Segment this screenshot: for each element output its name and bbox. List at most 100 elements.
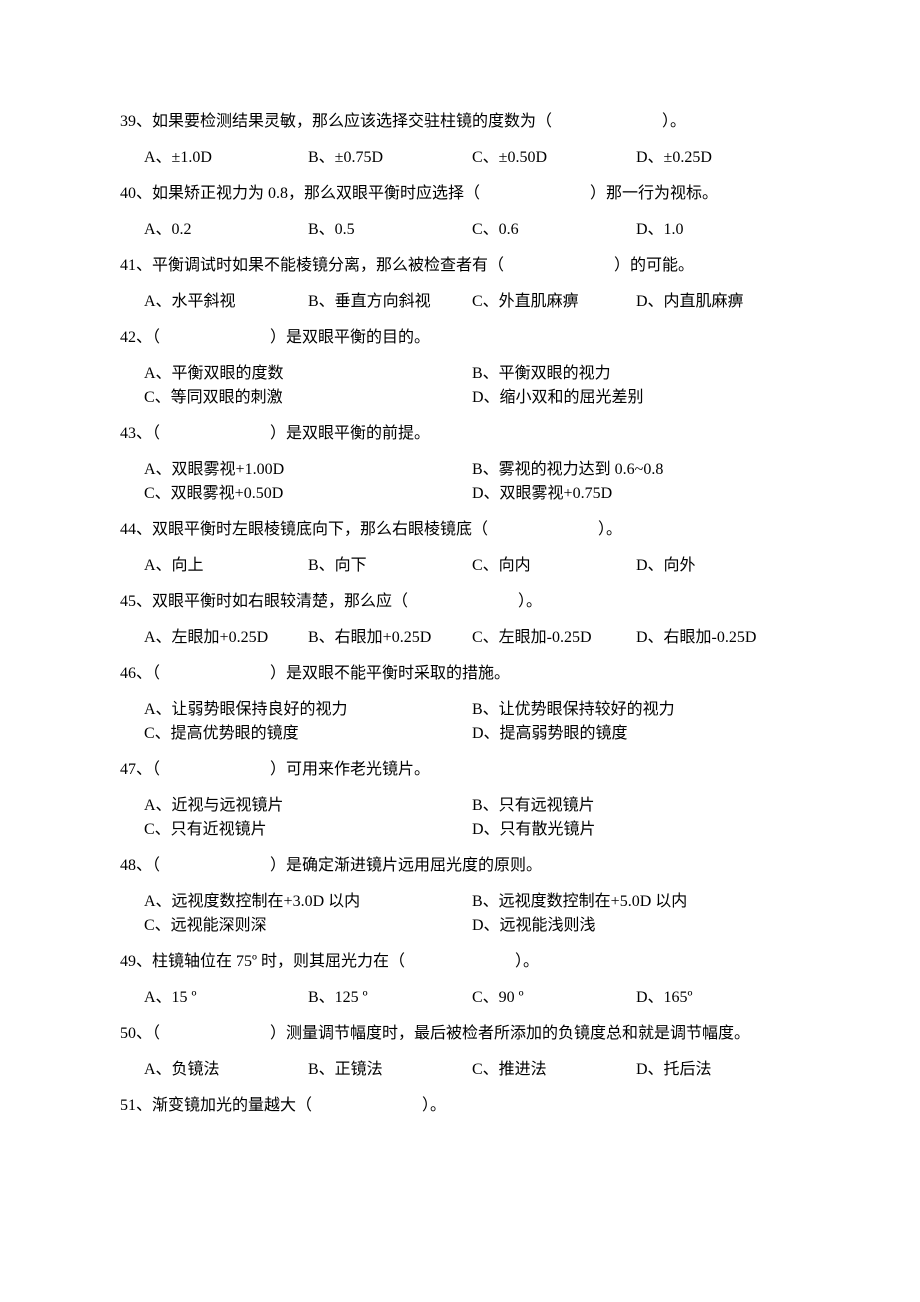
question-number: 47 bbox=[120, 761, 136, 778]
option: C、推进法 bbox=[472, 1058, 636, 1082]
option: D、缩小双和的屈光差别 bbox=[472, 386, 800, 410]
question-body: 、（ bbox=[136, 761, 160, 778]
option: A、让弱势眼保持良好的视力 bbox=[144, 698, 472, 722]
question: 47、（ ）可用来作老光镜片。 A、近视与远视镜片B、只有远视镜片C、只有近视镜片… bbox=[120, 758, 800, 842]
question-number: 46 bbox=[120, 665, 136, 682]
option: A、15 º bbox=[144, 986, 308, 1010]
question-body: 、（ bbox=[136, 857, 160, 874]
option: A、水平斜视 bbox=[144, 290, 308, 314]
question-number: 48 bbox=[120, 857, 136, 874]
question-text: 40、如果矫正视力为 0.8，那么双眼平衡时应选择（ ）那一行为视标。 bbox=[120, 182, 800, 206]
answer-blank bbox=[160, 326, 270, 350]
option: B、平衡双眼的视力 bbox=[472, 362, 800, 386]
question-number: 40 bbox=[120, 185, 136, 202]
question-tail: ）是确定渐进镜片远用屈光度的原则。 bbox=[270, 857, 542, 874]
option: A、0.2 bbox=[144, 218, 308, 242]
question-text: 45、双眼平衡时如右眼较清楚，那么应（ ）。 bbox=[120, 590, 800, 614]
option: B、正镜法 bbox=[308, 1058, 472, 1082]
question-body: 、柱镜轴位在 75º 时，则其屈光力在（ bbox=[136, 953, 405, 970]
option: C、等同双眼的刺激 bbox=[144, 386, 472, 410]
answer-blank bbox=[312, 1094, 422, 1118]
option: B、向下 bbox=[308, 554, 472, 578]
option: D、提高弱势眼的镜度 bbox=[472, 722, 800, 746]
option: B、远视度数控制在+5.0D 以内 bbox=[472, 890, 800, 914]
question-text: 46、（ ）是双眼不能平衡时采取的措施。 bbox=[120, 662, 800, 686]
options-row: A、水平斜视B、垂直方向斜视C、外直肌麻痹D、内直肌麻痹 bbox=[120, 290, 800, 314]
question-text: 43、（ ）是双眼平衡的前提。 bbox=[120, 422, 800, 446]
question-body: 、（ bbox=[136, 1025, 160, 1042]
answer-blank bbox=[160, 662, 270, 686]
question-text: 51、渐变镜加光的量越大（ ）。 bbox=[120, 1094, 800, 1118]
option: C、双眼雾视+0.50D bbox=[144, 482, 472, 506]
option: C、90 º bbox=[472, 986, 636, 1010]
option: A、左眼加+0.25D bbox=[144, 626, 308, 650]
option: D、向外 bbox=[636, 554, 800, 578]
option: B、125 º bbox=[308, 986, 472, 1010]
question-number: 49 bbox=[120, 953, 136, 970]
option: C、±0.50D bbox=[472, 146, 636, 170]
option: D、托后法 bbox=[636, 1058, 800, 1082]
answer-blank bbox=[160, 758, 270, 782]
option: D、右眼加-0.25D bbox=[636, 626, 800, 650]
question: 41、平衡调试时如果不能棱镜分离，那么被检查者有（ ）的可能。 A、水平斜视B、垂… bbox=[120, 254, 800, 314]
question-tail: ）。 bbox=[598, 521, 622, 538]
options-row: A、近视与远视镜片B、只有远视镜片C、只有近视镜片D、只有散光镜片 bbox=[120, 794, 800, 842]
option: C、外直肌麻痹 bbox=[472, 290, 636, 314]
question-text: 39、如果要检测结果灵敏，那么应该选择交驻柱镜的度数为（ ）。 bbox=[120, 110, 800, 134]
options-row: A、平衡双眼的度数B、平衡双眼的视力C、等同双眼的刺激D、缩小双和的屈光差别 bbox=[120, 362, 800, 410]
question: 51、渐变镜加光的量越大（ ）。 bbox=[120, 1094, 800, 1118]
question-number: 51 bbox=[120, 1097, 136, 1114]
question-tail: ）。 bbox=[518, 593, 542, 610]
question-text: 42、（ ）是双眼平衡的目的。 bbox=[120, 326, 800, 350]
option: C、0.6 bbox=[472, 218, 636, 242]
question: 50、（ ）测量调节幅度时，最后被检者所添加的负镜度总和就是调节幅度。A、负镜法… bbox=[120, 1022, 800, 1082]
option: B、±0.75D bbox=[308, 146, 472, 170]
question-number: 41 bbox=[120, 257, 136, 274]
answer-blank bbox=[504, 254, 614, 278]
answer-blank bbox=[160, 854, 270, 878]
answer-blank bbox=[160, 422, 270, 446]
option: D、内直肌麻痹 bbox=[636, 290, 800, 314]
option: A、±1.0D bbox=[144, 146, 308, 170]
question-tail: ）是双眼平衡的前提。 bbox=[270, 425, 430, 442]
option: D、只有散光镜片 bbox=[472, 818, 800, 842]
question-number: 50 bbox=[120, 1025, 136, 1042]
question-tail: ）。 bbox=[515, 953, 539, 970]
question-tail: ）是双眼平衡的目的。 bbox=[270, 329, 430, 346]
question-text: 48、（ ）是确定渐进镜片远用屈光度的原则。 bbox=[120, 854, 800, 878]
option: A、负镜法 bbox=[144, 1058, 308, 1082]
option: A、远视度数控制在+3.0D 以内 bbox=[144, 890, 472, 914]
question-body: 、（ bbox=[136, 665, 160, 682]
question-body: 、平衡调试时如果不能棱镜分离，那么被检查者有（ bbox=[136, 257, 504, 274]
question-tail: ）可用来作老光镜片。 bbox=[270, 761, 430, 778]
option: D、远视能浅则浅 bbox=[472, 914, 800, 938]
options-row: A、向上B、向下C、向内D、向外 bbox=[120, 554, 800, 578]
options-row: A、让弱势眼保持良好的视力B、让优势眼保持较好的视力C、提高优势眼的镜度D、提高… bbox=[120, 698, 800, 746]
question: 44、双眼平衡时左眼棱镜底向下，那么右眼棱镜底（ ）。A、向上B、向下C、向内D… bbox=[120, 518, 800, 578]
question: 39、如果要检测结果灵敏，那么应该选择交驻柱镜的度数为（ ）。 A、±1.0DB、… bbox=[120, 110, 800, 170]
option: A、双眼雾视+1.00D bbox=[144, 458, 472, 482]
question-number: 43 bbox=[120, 425, 136, 442]
option: C、只有近视镜片 bbox=[144, 818, 472, 842]
option: A、向上 bbox=[144, 554, 308, 578]
option: B、让优势眼保持较好的视力 bbox=[472, 698, 800, 722]
question-body: 、如果矫正视力为 0.8，那么双眼平衡时应选择（ bbox=[136, 185, 480, 202]
option: D、±0.25D bbox=[636, 146, 800, 170]
options-row: A、15 ºB、125 ºC、90 ºD、165º bbox=[120, 986, 800, 1010]
answer-blank bbox=[405, 950, 515, 974]
option: A、平衡双眼的度数 bbox=[144, 362, 472, 386]
question-tail: ）是双眼不能平衡时采取的措施。 bbox=[270, 665, 510, 682]
option: B、0.5 bbox=[308, 218, 472, 242]
option: D、165º bbox=[636, 986, 800, 1010]
options-row: A、负镜法B、正镜法C、推进法D、托后法 bbox=[120, 1058, 800, 1082]
question-tail: ）。 bbox=[422, 1097, 446, 1114]
options-row: A、远视度数控制在+3.0D 以内B、远视度数控制在+5.0D 以内C、远视能深… bbox=[120, 890, 800, 938]
question-tail: ）。 bbox=[662, 113, 686, 130]
options-row: A、±1.0DB、±0.75DC、±0.50DD、±0.25D bbox=[120, 146, 800, 170]
question-number: 39 bbox=[120, 113, 136, 130]
option: C、向内 bbox=[472, 554, 636, 578]
question-number: 45 bbox=[120, 593, 136, 610]
answer-blank bbox=[160, 1022, 270, 1046]
question-tail: ）的可能。 bbox=[614, 257, 694, 274]
question: 42、（ ）是双眼平衡的目的。 A、平衡双眼的度数B、平衡双眼的视力C、等同双眼的… bbox=[120, 326, 800, 410]
